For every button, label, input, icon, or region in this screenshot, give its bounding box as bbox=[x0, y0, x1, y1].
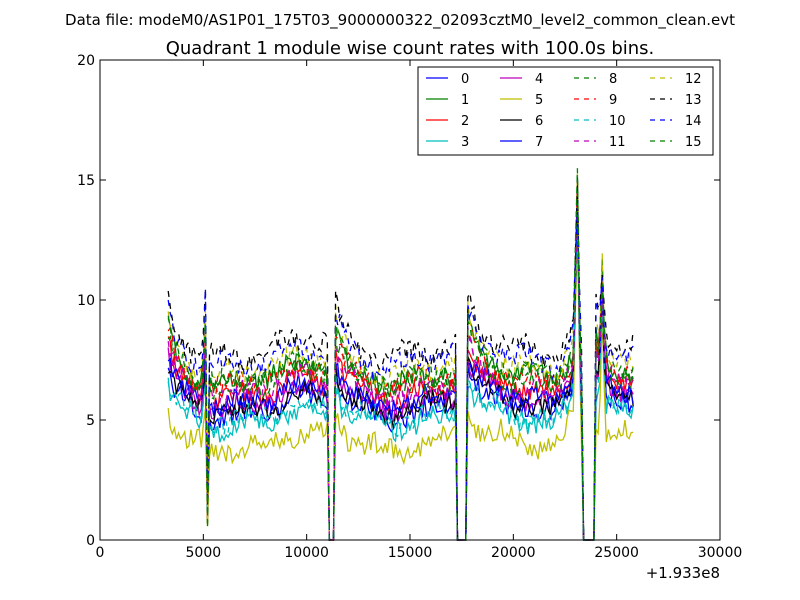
y-tick-label: 0 bbox=[86, 533, 95, 549]
x-tick-label: 25000 bbox=[594, 545, 639, 561]
legend-label-6: 6 bbox=[535, 114, 543, 129]
legend-label-3: 3 bbox=[461, 135, 469, 150]
legend-label-15: 15 bbox=[685, 135, 702, 150]
legend-label-10: 10 bbox=[609, 114, 626, 129]
series-line-9 bbox=[167, 184, 634, 541]
x-tick-label: 5000 bbox=[186, 545, 222, 561]
legend-label-4: 4 bbox=[535, 72, 543, 87]
chart-title: Quadrant 1 module wise count rates with … bbox=[166, 38, 655, 59]
x-tick-label: 15000 bbox=[388, 545, 433, 561]
legend-label-1: 1 bbox=[461, 93, 469, 108]
x-offset-label: +1.933e8 bbox=[646, 564, 720, 582]
x-tick-label: 0 bbox=[96, 545, 105, 561]
series-line-7 bbox=[167, 196, 634, 541]
legend-label-8: 8 bbox=[609, 72, 617, 87]
y-tick-label: 10 bbox=[77, 293, 95, 309]
series-line-10 bbox=[167, 212, 634, 541]
x-tick-label: 20000 bbox=[491, 545, 536, 561]
y-tick-label: 5 bbox=[86, 413, 95, 429]
series-layer bbox=[167, 168, 634, 541]
legend-label-13: 13 bbox=[685, 93, 702, 108]
y-tick-label: 15 bbox=[77, 173, 95, 189]
legend-label-7: 7 bbox=[535, 135, 543, 150]
x-tick-label: 10000 bbox=[284, 545, 329, 561]
legend-label-11: 11 bbox=[609, 135, 626, 150]
legend-label-14: 14 bbox=[685, 114, 702, 129]
x-tick-label: 30000 bbox=[698, 545, 743, 561]
data-file-label: Data file: modeM0/AS1P01_175T03_90000003… bbox=[65, 11, 735, 30]
legend-label-0: 0 bbox=[461, 72, 469, 87]
series-line-6 bbox=[167, 175, 634, 541]
legend-label-12: 12 bbox=[685, 72, 702, 87]
series-line-12 bbox=[167, 173, 634, 541]
legend-label-5: 5 bbox=[535, 93, 543, 108]
legend-label-9: 9 bbox=[609, 93, 617, 108]
x-axis-ticks: 0 5000 10000 15000 20000 25000 30000 bbox=[96, 60, 743, 561]
series-line-15 bbox=[167, 168, 634, 541]
legend-label-2: 2 bbox=[461, 114, 469, 129]
y-tick-label: 20 bbox=[77, 53, 95, 69]
legend-frame bbox=[417, 66, 714, 156]
series-line-5 bbox=[167, 231, 634, 541]
series-line-11 bbox=[167, 228, 634, 541]
